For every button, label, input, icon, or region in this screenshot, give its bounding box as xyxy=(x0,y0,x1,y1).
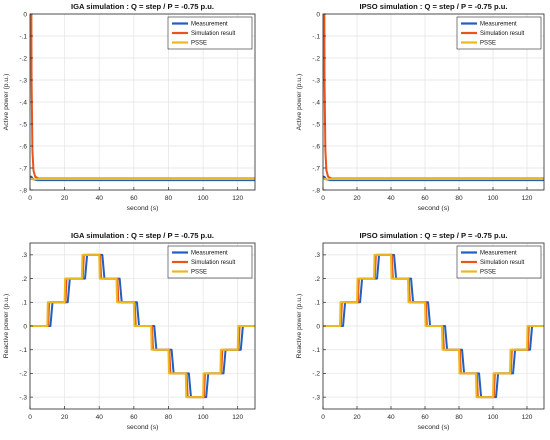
x-tick-label: 40 xyxy=(387,414,395,421)
y-tick-label: 0 xyxy=(316,11,320,18)
x-tick-label: 80 xyxy=(455,414,463,421)
legend-label-2: Simulation result xyxy=(480,31,525,37)
legend-label-3: PSSE xyxy=(480,270,496,276)
y-tick-label: -.4 xyxy=(19,99,27,106)
x-tick-label: 0 xyxy=(28,195,32,202)
y-tick-label: -.3 xyxy=(19,394,27,401)
chart-title: IGA simulation : Q = step / P = -0.75 p.… xyxy=(71,231,214,240)
x-tick-label: 40 xyxy=(96,414,104,421)
x-tick-label: 120 xyxy=(522,195,533,202)
x-axis-label: second (s) xyxy=(418,205,450,212)
y-tick-label: -.2 xyxy=(312,55,320,62)
y-tick-label: 0 xyxy=(23,11,27,18)
legend-label-2: Simulation result xyxy=(191,260,236,266)
legend: Measurement Simulation result PSSE xyxy=(168,17,252,49)
chart-panel-3: 0 20 40 60 80 100 120 .3 .2 .1 0 -.1 -.2 -.3 IGA simul… xyxy=(3,231,255,431)
legend-label-2: Simulation result xyxy=(191,31,236,37)
x-tick-label: 100 xyxy=(198,195,209,202)
x-axis-label: second (s) xyxy=(127,424,159,431)
x-tick-label: 20 xyxy=(353,195,361,202)
x-tick-label: 100 xyxy=(488,195,499,202)
y-tick-label: -.1 xyxy=(312,347,320,354)
y-tick-label: .1 xyxy=(22,300,28,307)
x-tick-label: 120 xyxy=(522,414,533,421)
x-tick-label: 80 xyxy=(165,195,173,202)
x-tick-label: 20 xyxy=(61,195,69,202)
y-tick-label: -.1 xyxy=(19,347,27,354)
y-axis-label: Reactive power (p.u.) xyxy=(296,294,303,359)
legend: Measurement Simulation result PSSE xyxy=(457,246,541,278)
y-axis-label: Active power (p.u.) xyxy=(3,74,10,131)
y-tick-label: -.7 xyxy=(19,165,27,172)
y-tick-label: -.6 xyxy=(19,143,27,150)
y-tick-label: 0 xyxy=(316,323,320,330)
legend-label-3: PSSE xyxy=(191,270,207,276)
chart-panel-2: 0 20 40 60 80 100 120 0 -.1 -.2 -.3 -.4 -.5 -.6 -.7 -.8… xyxy=(296,2,544,212)
y-tick-label: -.2 xyxy=(19,55,27,62)
y-tick-label: .2 xyxy=(315,276,321,283)
y-tick-label: -.8 xyxy=(19,187,27,194)
y-tick-label: -.3 xyxy=(312,394,320,401)
x-tick-label: 20 xyxy=(61,414,69,421)
x-tick-label: 0 xyxy=(28,414,32,421)
x-tick-label: 40 xyxy=(96,195,104,202)
x-tick-label: 100 xyxy=(198,414,209,421)
legend-label-1: Measurement xyxy=(191,251,228,257)
x-tick-label: 60 xyxy=(421,414,429,421)
x-tick-label: 120 xyxy=(232,195,243,202)
y-tick-label: -.8 xyxy=(312,187,320,194)
y-tick-label: -.7 xyxy=(312,165,320,172)
y-tick-label: -.6 xyxy=(312,143,320,150)
x-tick-label: 100 xyxy=(488,414,499,421)
chart-title: IPSO simulation : Q = step / P = -0.75 p… xyxy=(360,2,508,11)
y-tick-label: -.5 xyxy=(19,121,27,128)
x-tick-label: 20 xyxy=(353,414,361,421)
legend-label-3: PSSE xyxy=(191,41,207,47)
y-tick-label: -.3 xyxy=(312,77,320,84)
y-tick-label: -.2 xyxy=(312,371,320,378)
legend-label-2: Simulation result xyxy=(480,260,525,266)
legend: Measurement Simulation result PSSE xyxy=(457,17,541,49)
x-tick-label: 120 xyxy=(232,414,243,421)
chart-panel-1: 0 20 40 60 80 100 120 0 -.1 -.2 -.3 -.4 -.5 -.6 -.7 -.8… xyxy=(3,2,255,212)
chart-title: IPSO simulation : Q = step / P = -0.75 p… xyxy=(360,231,508,240)
x-axis-label: second (s) xyxy=(127,205,159,212)
x-axis-label: second (s) xyxy=(418,424,450,431)
y-axis-label: Active power (p.u.) xyxy=(296,74,303,131)
x-tick-label: 60 xyxy=(421,195,429,202)
y-axis-label: Reactive power (p.u.) xyxy=(3,294,10,359)
legend-label-3: PSSE xyxy=(480,41,496,47)
x-tick-label: 0 xyxy=(321,195,325,202)
legend-label-1: Measurement xyxy=(191,22,228,28)
legend: Measurement Simulation result PSSE xyxy=(168,246,252,278)
legend-label-1: Measurement xyxy=(480,22,517,28)
x-tick-label: 40 xyxy=(387,195,395,202)
y-tick-label: -.4 xyxy=(312,99,320,106)
x-tick-label: 60 xyxy=(130,195,138,202)
y-tick-label: .1 xyxy=(315,300,321,307)
y-tick-label: -.5 xyxy=(312,121,320,128)
chart-title: IGA simulation : Q = step / P = -0.75 p.… xyxy=(71,2,214,11)
x-tick-label: 60 xyxy=(130,414,138,421)
y-tick-label: -.3 xyxy=(19,77,27,84)
y-tick-label: .3 xyxy=(315,252,321,259)
y-tick-label: -.2 xyxy=(19,371,27,378)
x-tick-label: 80 xyxy=(455,195,463,202)
y-tick-label: 0 xyxy=(23,323,27,330)
y-tick-label: -.1 xyxy=(19,33,27,40)
y-tick-label: .3 xyxy=(22,252,28,259)
x-tick-label: 0 xyxy=(321,414,325,421)
x-tick-label: 80 xyxy=(165,414,173,421)
chart-panel-4: 0 20 40 60 80 100 120 .3 .2 .1 0 -.1 -.2 -.3 IPSO simu… xyxy=(296,231,544,431)
y-tick-label: .2 xyxy=(22,276,28,283)
legend-label-1: Measurement xyxy=(480,251,517,257)
y-tick-label: -.1 xyxy=(312,33,320,40)
